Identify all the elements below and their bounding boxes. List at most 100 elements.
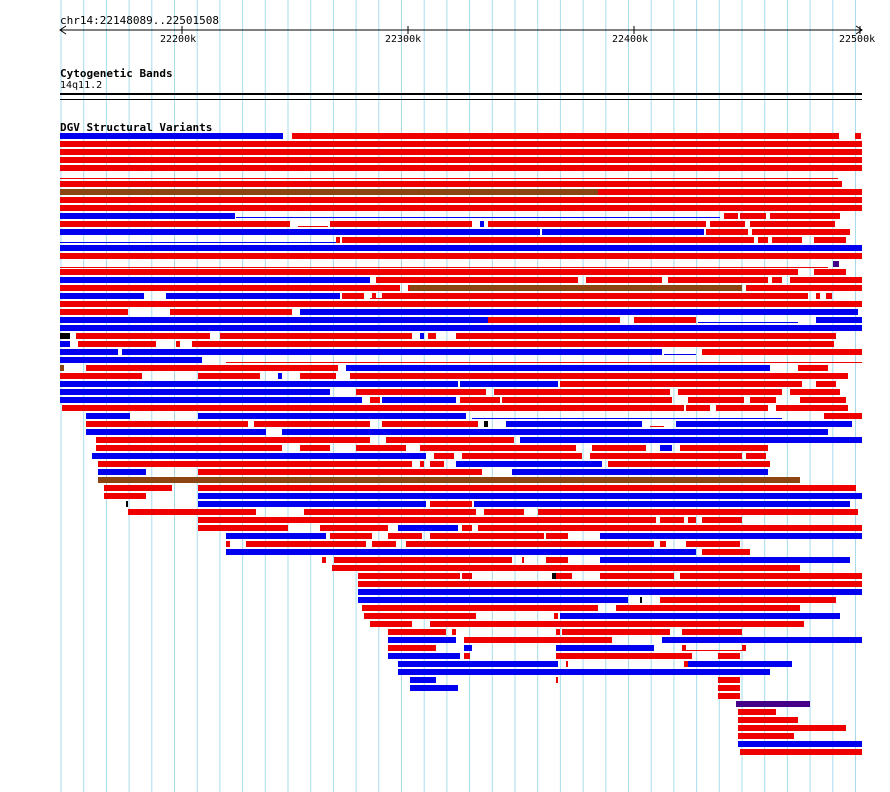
dgv-variant-feature[interactable] [462, 525, 472, 531]
dgv-variant-feature[interactable] [506, 421, 642, 427]
dgv-variant-feature[interactable] [60, 245, 862, 251]
dgv-variant-feature[interactable] [86, 413, 130, 419]
dgv-variant-feature[interactable] [410, 285, 742, 291]
dgv-variant-feature[interactable] [814, 237, 846, 243]
dgv-variant-feature[interactable] [556, 645, 654, 651]
dgv-variant-feature[interactable] [566, 661, 568, 667]
dgv-variant-feature[interactable] [833, 261, 839, 267]
dgv-variant-feature[interactable] [522, 557, 524, 563]
dgv-variant-feature[interactable] [640, 597, 642, 603]
dgv-variant-feature[interactable] [452, 629, 456, 635]
dgv-variant-feature[interactable] [342, 237, 754, 243]
dgv-variant-feature[interactable] [60, 205, 862, 211]
dgv-variant-feature[interactable] [702, 517, 742, 523]
dgv-variant-feature[interactable] [428, 333, 436, 339]
dgv-variant-feature[interactable] [826, 293, 832, 299]
dgv-variant-feature[interactable] [488, 221, 706, 227]
dgv-variant-feature[interactable] [176, 341, 180, 347]
dgv-variant-feature[interactable] [556, 677, 558, 683]
dgv-variant-feature[interactable] [702, 349, 862, 355]
dgv-variant-feature[interactable] [98, 461, 412, 467]
dgv-variant-feature[interactable] [420, 461, 424, 467]
dgv-variant-feature[interactable] [738, 725, 846, 731]
dgv-variant-feature[interactable] [342, 293, 364, 299]
dgv-variant-feature[interactable] [750, 397, 776, 403]
dgv-variant-feature[interactable] [98, 477, 800, 483]
dgv-variant-feature[interactable] [554, 613, 558, 619]
dgv-variant-feature[interactable] [420, 445, 576, 451]
dgv-variant-feature[interactable] [410, 677, 436, 683]
dgv-variant-feature[interactable] [686, 541, 740, 547]
dgv-variant-feature[interactable] [746, 453, 766, 459]
dgv-variant-feature[interactable] [702, 549, 750, 555]
dgv-variant-feature[interactable] [60, 133, 283, 139]
dgv-variant-feature[interactable] [300, 445, 330, 451]
dgv-variant-feature[interactable] [738, 709, 776, 715]
dgv-variant-feature[interactable] [718, 653, 740, 659]
dgv-variant-feature[interactable] [410, 685, 458, 691]
dgv-variant-feature[interactable] [254, 421, 370, 427]
dgv-variant-feature[interactable] [616, 605, 800, 611]
dgv-variant-feature[interactable] [688, 517, 696, 523]
dgv-variant-feature[interactable] [300, 373, 336, 379]
dgv-variant-feature[interactable] [372, 293, 376, 299]
dgv-variant-feature[interactable] [590, 453, 742, 459]
dgv-variant-feature[interactable] [76, 333, 210, 339]
dgv-variant-feature[interactable] [60, 165, 862, 171]
dgv-variant-feature[interactable] [430, 621, 804, 627]
dgv-variant-feature[interactable] [686, 405, 710, 411]
dgv-variant-feature[interactable] [60, 181, 842, 187]
dgv-variant-feature[interactable] [634, 317, 696, 323]
dgv-variant-feature[interactable] [706, 229, 748, 235]
dgv-variant-feature[interactable] [772, 277, 782, 283]
dgv-variant-feature[interactable] [430, 501, 472, 507]
dgv-variant-feature[interactable] [60, 285, 400, 291]
dgv-variant-feature[interactable] [716, 405, 768, 411]
dgv-variant-feature[interactable] [96, 437, 370, 443]
dgv-variant-feature[interactable] [560, 613, 840, 619]
dgv-variant-feature[interactable] [512, 469, 768, 475]
dgv-variant-feature[interactable] [740, 213, 766, 219]
dgv-variant-feature[interactable] [680, 445, 768, 451]
dgv-variant-feature[interactable] [170, 309, 292, 315]
dgv-variant-feature[interactable] [60, 349, 118, 355]
dgv-variant-feature[interactable] [192, 341, 834, 347]
dgv-variant-feature[interactable] [676, 421, 852, 427]
dgv-variant-feature[interactable] [62, 405, 684, 411]
dgv-variant-feature[interactable] [198, 469, 482, 475]
dgv-variant-feature[interactable] [388, 533, 422, 539]
dgv-variant-feature[interactable] [682, 645, 686, 651]
dgv-variant-feature[interactable] [388, 637, 456, 643]
dgv-variant-feature[interactable] [738, 717, 798, 723]
dgv-variant-feature[interactable] [746, 285, 862, 291]
dgv-variant-feature[interactable] [546, 557, 568, 563]
dgv-variant-feature[interactable] [542, 229, 704, 235]
dgv-variant-feature[interactable] [86, 365, 338, 371]
dgv-variant-feature[interactable] [742, 645, 746, 651]
dgv-variant-feature[interactable] [816, 317, 862, 323]
dgv-variant-feature[interactable] [680, 573, 862, 579]
dgv-variant-feature[interactable] [364, 613, 476, 619]
dgv-variant-feature[interactable] [300, 309, 858, 315]
dgv-variant-feature[interactable] [122, 349, 658, 355]
dgv-variant-feature[interactable] [60, 301, 862, 307]
dgv-variant-feature[interactable] [776, 405, 848, 411]
dgv-variant-feature[interactable] [358, 581, 862, 587]
dgv-variant-feature[interactable] [382, 293, 808, 299]
dgv-variant-feature[interactable] [60, 317, 488, 323]
dgv-variant-feature[interactable] [420, 333, 424, 339]
dgv-variant-feature[interactable] [334, 557, 512, 563]
dgv-variant-feature[interactable] [772, 237, 802, 243]
dgv-variant-feature[interactable] [60, 365, 64, 371]
dgv-variant-feature[interactable] [388, 645, 436, 651]
dgv-variant-feature[interactable] [220, 333, 412, 339]
dgv-variant-feature[interactable] [560, 381, 802, 387]
dgv-variant-feature[interactable] [434, 453, 454, 459]
dgv-variant-feature[interactable] [668, 277, 768, 283]
dgv-variant-feature[interactable] [556, 573, 572, 579]
dgv-variant-feature[interactable] [814, 269, 846, 275]
dgv-variant-feature[interactable] [684, 661, 688, 667]
dgv-variant-feature[interactable] [456, 333, 836, 339]
dgv-variant-feature[interactable] [488, 317, 620, 323]
dgv-variant-feature[interactable] [855, 133, 861, 139]
